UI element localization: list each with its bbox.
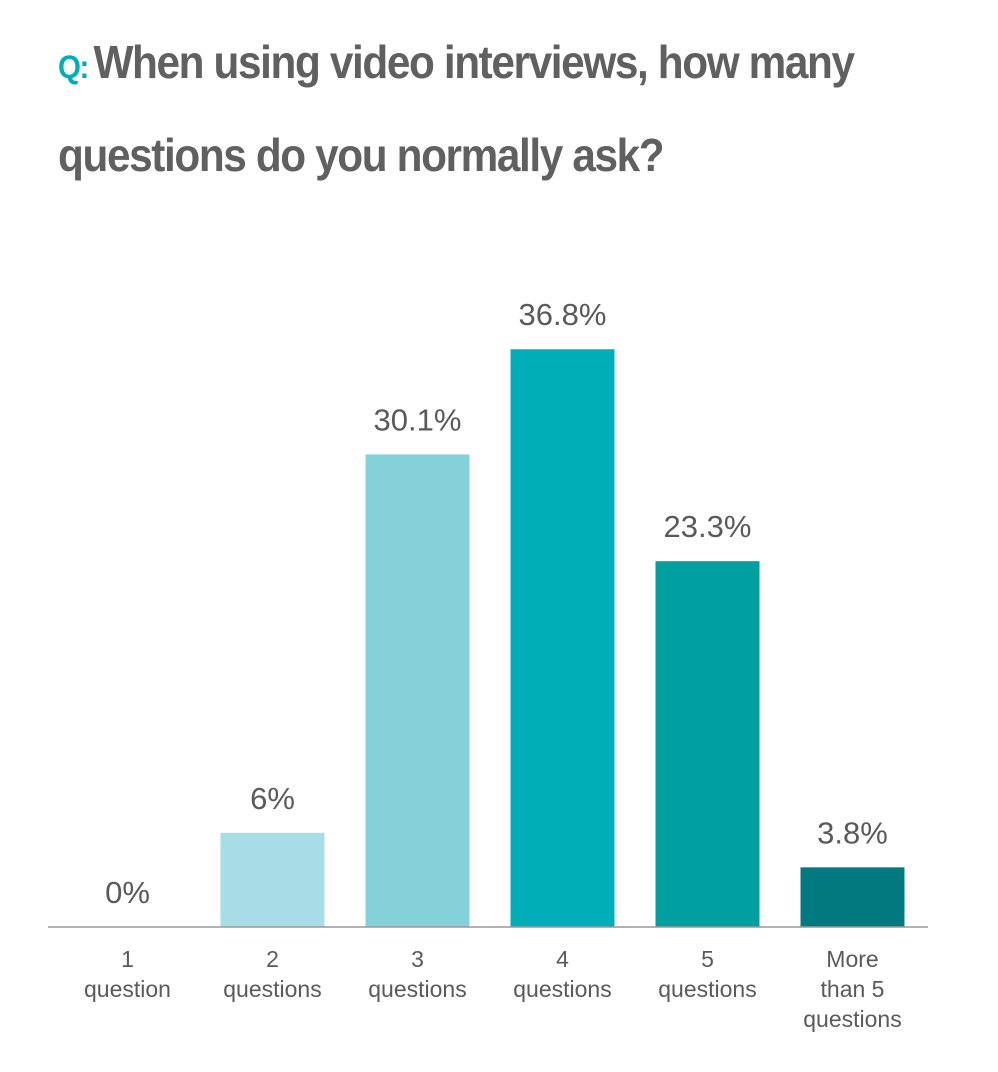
- value-label: 30.1%: [374, 402, 462, 437]
- value-label: 36.8%: [519, 297, 607, 332]
- bar: [800, 867, 905, 927]
- x-tick-label: 3 questions: [368, 946, 466, 1002]
- x-tick-label-line: questions: [223, 976, 321, 1002]
- x-tick-label-line: More: [826, 946, 878, 972]
- x-tick-label-line: than 5: [821, 976, 885, 1002]
- x-tick-label-line: questions: [803, 1006, 901, 1032]
- value-label: 23.3%: [664, 509, 752, 544]
- x-tick-label: 5 questions: [658, 946, 756, 1002]
- x-tick-label: 2 questions: [223, 946, 321, 1002]
- bar: [655, 561, 760, 927]
- x-tick-label: More than 5 questions: [803, 946, 901, 1032]
- bar: [220, 832, 325, 927]
- x-tick-label: 1 question: [84, 946, 171, 1002]
- value-label: 0%: [105, 875, 150, 910]
- bar: [365, 454, 470, 927]
- chart-title: Q: When using video interviews, how many …: [58, 18, 886, 199]
- x-tick-label-line: questions: [368, 976, 466, 1002]
- x-tick-label-line: 4: [556, 946, 569, 972]
- x-tick-label-line: questions: [658, 976, 756, 1002]
- value-label: 3.8%: [817, 815, 888, 850]
- x-tick-label-line: 1: [121, 946, 134, 972]
- title-prefix: Q:: [58, 49, 89, 85]
- bar: [510, 349, 615, 927]
- x-tick-label: 4 questions: [513, 946, 611, 1002]
- title-text: When using video interviews, how many qu…: [58, 36, 855, 181]
- x-tick-label-line: questions: [513, 976, 611, 1002]
- x-tick-label-line: 5: [701, 946, 714, 972]
- x-tick-label-line: question: [84, 976, 171, 1002]
- x-tick-label-line: 3: [411, 946, 424, 972]
- x-tick-label-line: 2: [266, 946, 279, 972]
- value-label: 6%: [250, 781, 295, 816]
